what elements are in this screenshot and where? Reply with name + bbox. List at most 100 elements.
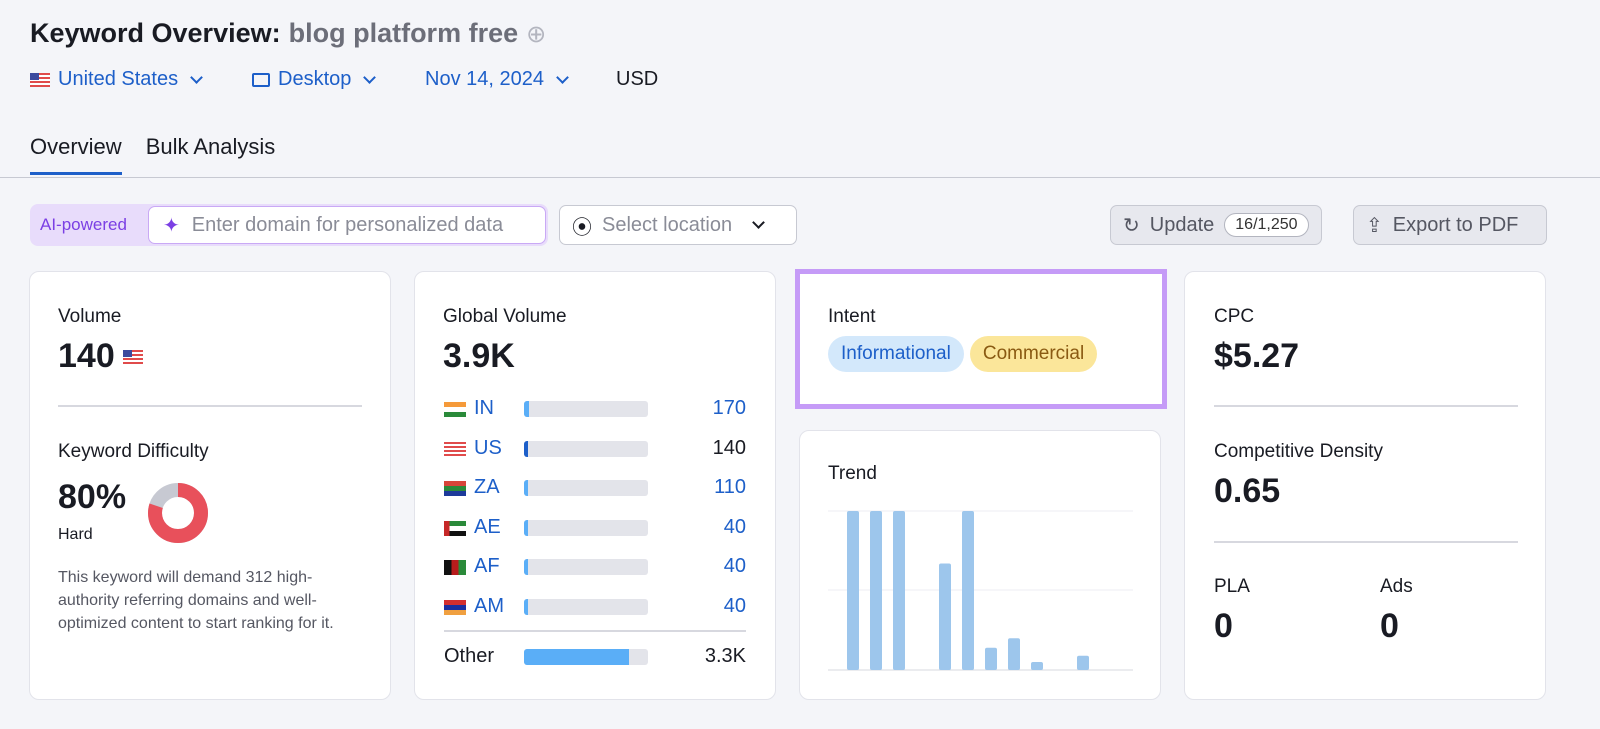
trend-bar[interactable]: [893, 511, 905, 670]
global-volume-value: 3.9K: [443, 337, 515, 375]
location-placeholder: Select location: [602, 213, 733, 236]
trend-bar[interactable]: [870, 511, 882, 670]
chevron-down-icon: [556, 70, 569, 84]
country-row-ae: AE 40: [444, 516, 746, 540]
country-code[interactable]: IN: [474, 397, 494, 419]
trend-bar[interactable]: [1008, 638, 1020, 670]
volume-bar-track: [524, 440, 648, 457]
divider: [444, 630, 746, 632]
location-select[interactable]: ⦿ Select location: [559, 205, 797, 245]
cpc-label: CPC: [1214, 306, 1255, 327]
export-label: Export to PDF: [1392, 213, 1519, 236]
difficulty-donut: [148, 483, 208, 543]
country-label: United States: [58, 68, 179, 90]
country-volume[interactable]: 40: [723, 515, 746, 538]
trend-bar[interactable]: [847, 511, 859, 670]
volume-bar-track: [524, 480, 648, 496]
country-code[interactable]: AF: [474, 555, 500, 577]
volume-bar-fill: [524, 440, 528, 457]
country-volume: 140: [712, 436, 746, 459]
country-volume[interactable]: 40: [723, 555, 746, 577]
country-code[interactable]: AE: [474, 515, 501, 538]
country-volume[interactable]: 170: [712, 397, 746, 419]
date-label: Nov 14, 2024: [425, 68, 544, 90]
upload-icon: ⇪: [1366, 214, 1383, 237]
desktop-icon: [252, 72, 270, 87]
volume-bar-track: [524, 598, 648, 615]
trend-bar[interactable]: [939, 563, 951, 670]
country-volume[interactable]: 40: [723, 594, 746, 617]
trend-chart: [828, 510, 1133, 671]
update-count-badge: 16/1,250: [1224, 213, 1309, 237]
volume-bar-track: [524, 401, 648, 417]
country-row-am: AM 40: [444, 595, 746, 619]
volume-label: Volume: [58, 306, 122, 327]
ads-value: 0: [1380, 607, 1399, 645]
cpc-card: [1184, 271, 1546, 700]
trend-card: [799, 430, 1161, 700]
volume-bar-fill: [524, 519, 528, 536]
density-value: 0.65: [1214, 472, 1281, 510]
device-select[interactable]: Desktop: [252, 68, 377, 91]
za-flag-icon: [444, 481, 466, 496]
intent-tag-informational: Informational: [828, 336, 964, 372]
plus-circle-icon[interactable]: ⊕: [526, 21, 547, 48]
intent-label: Intent: [828, 306, 876, 327]
trend-bar[interactable]: [962, 511, 974, 670]
chevron-down-icon: [190, 70, 203, 84]
divider: [1214, 405, 1518, 407]
page-title: Keyword Overview: blog platform free ⊕: [30, 18, 546, 49]
difficulty-description: This keyword will demand 312 high-author…: [58, 569, 334, 632]
chevron-down-icon: [363, 70, 377, 84]
keyword: blog platform free: [288, 18, 519, 48]
tab-bulk-analysis[interactable]: Bulk Analysis: [145, 134, 276, 159]
af-flag-icon: [444, 560, 466, 575]
trend-label: Trend: [828, 463, 877, 484]
country-row-us: US 140: [444, 437, 746, 461]
update-button[interactable]: ↻ Update 16/1,250: [1110, 205, 1322, 245]
country-row-other: Other 3.3K: [444, 645, 746, 669]
global-volume-label: Global Volume: [443, 306, 567, 327]
other-label: Other: [444, 645, 495, 667]
domain-input[interactable]: ✦ Enter domain for personalized data: [148, 206, 546, 244]
device-label: Desktop: [278, 68, 352, 90]
volume-bar-track: [524, 559, 648, 575]
in-flag-icon: [444, 402, 466, 417]
export-pdf-button[interactable]: ⇪ Export to PDF: [1353, 205, 1547, 245]
country-code[interactable]: US: [474, 436, 502, 459]
other-value: 3.3K: [704, 645, 746, 667]
volume-bar-fill: [524, 649, 630, 665]
divider: [58, 405, 362, 407]
volume-number: 140: [58, 337, 115, 375]
country-row-za: ZA 110: [444, 476, 746, 500]
currency: USD: [616, 68, 659, 90]
domain-placeholder: Enter domain for personalized data: [191, 213, 504, 236]
donut-fill: [148, 483, 208, 543]
date-select[interactable]: Nov 14, 2024: [425, 68, 569, 91]
volume-value: 140: [58, 337, 143, 376]
trend-bar[interactable]: [1031, 662, 1043, 670]
country-volume[interactable]: 110: [714, 476, 746, 498]
us-flag-icon: [122, 349, 143, 364]
chevron-down-icon: [752, 216, 765, 229]
country-select[interactable]: United States: [30, 68, 203, 91]
country-code[interactable]: ZA: [474, 476, 500, 498]
tab-overview[interactable]: Overview: [30, 134, 122, 175]
volume-card: [29, 271, 391, 700]
pla-value: 0: [1214, 607, 1233, 645]
volume-bar-fill: [524, 480, 528, 496]
divider: [0, 177, 1600, 178]
volume-bar-track: [524, 519, 648, 536]
cpc-value: $5.27: [1214, 337, 1300, 375]
intent-tag-commercial: Commercial: [969, 336, 1098, 372]
difficulty-label: Keyword Difficulty: [58, 441, 209, 462]
trend-bar[interactable]: [1077, 655, 1089, 670]
map-pin-icon: ⦿: [572, 216, 592, 239]
volume-bar-track: [524, 649, 648, 665]
ae-flag-icon: [444, 520, 466, 536]
am-flag-icon: [444, 599, 466, 615]
title-text: Keyword Overview:: [30, 18, 281, 48]
divider: [1214, 541, 1518, 543]
country-code[interactable]: AM: [474, 594, 504, 617]
trend-bar[interactable]: [985, 647, 997, 670]
